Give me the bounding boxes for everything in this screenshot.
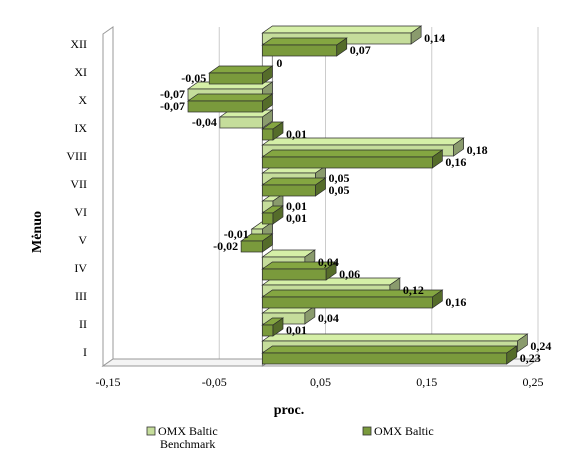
- data-label-omx-baltic-benchmark-vi: 0,01: [286, 211, 307, 225]
- bar-omx-baltic-benchmark-vii-top: [261, 177, 327, 186]
- legend: OMX Baltic OMX Baltic Benchmark: [146, 424, 434, 451]
- bar-omx-baltic-xii-side: [410, 25, 422, 45]
- data-labels: 0,240,230,040,010,120,160,040,06-0,01-0,…: [160, 31, 551, 365]
- bar-omx-baltic-benchmark-xi-top: [208, 65, 274, 74]
- data-label-omx-baltic-benchmark-v: -0,02: [213, 239, 238, 253]
- bar-omx-baltic-benchmark-xii: [262, 44, 338, 57]
- legend-swatch-omx-baltic-benchmark: [362, 426, 372, 436]
- x-tick-label-4: 0,25: [523, 375, 544, 389]
- bar-omx-baltic-benchmark-v-side: [262, 233, 273, 253]
- data-label-omx-baltic-v: -0,01: [224, 227, 249, 241]
- data-label-omx-baltic-benchmark-vii: 0,05: [329, 183, 350, 197]
- bar-omx-baltic-i-side: [517, 333, 528, 353]
- data-label-omx-baltic-benchmark-x: -0,07: [160, 99, 185, 113]
- data-label-omx-baltic-viii: 0,18: [467, 143, 488, 157]
- bar-omx-baltic-benchmark-x-top: [186, 93, 274, 102]
- x-tick-label-3: 0,15: [416, 375, 437, 389]
- bar-omx-baltic-benchmark-v: [240, 240, 263, 253]
- bar-omx-baltic-benchmark-viii: [262, 156, 433, 169]
- category-label-i: I: [83, 345, 87, 359]
- data-label-omx-baltic-benchmark-xi: -0,05: [181, 71, 206, 85]
- category-label-xi: XI: [74, 65, 87, 79]
- bar-omx-baltic-benchmark-x: [187, 100, 263, 113]
- bar-omx-baltic-benchmark-xi: [208, 72, 263, 85]
- legend-label-benchmark-line2: Benchmark: [160, 437, 215, 451]
- bars: [186, 25, 529, 365]
- bar-omx-baltic-benchmark-xii-side: [336, 37, 348, 57]
- data-label-omx-baltic-benchmark-i: 0,23: [520, 351, 541, 365]
- bar-omx-baltic-ix: [219, 116, 263, 129]
- bar-omx-baltic-benchmark-ii: [262, 324, 274, 337]
- bar-omx-baltic-benchmark-ix-side: [272, 121, 284, 141]
- data-label-omx-baltic-benchmark-ix: 0,01: [286, 127, 307, 141]
- category-label-iii: III: [75, 289, 87, 303]
- data-label-omx-baltic-ii: 0,04: [318, 311, 339, 325]
- data-label-omx-baltic-vi: 0,01: [286, 199, 307, 213]
- bar-omx-baltic-benchmark-iii: [262, 296, 433, 309]
- x-tick-label-1: -0,05: [202, 375, 227, 389]
- x-tick-label-0: -0,15: [96, 375, 121, 389]
- bar-omx-baltic-benchmark-i-top: [261, 345, 518, 354]
- bar-omx-baltic-benchmark-ix: [262, 128, 274, 141]
- bar-omx-baltic-benchmark-viii-side: [432, 149, 443, 169]
- data-label-omx-baltic-benchmark-viii: 0,16: [445, 155, 466, 169]
- extra-label-xi: 0: [276, 56, 282, 70]
- data-label-omx-baltic-x: -0,07: [160, 87, 185, 101]
- legend-label-omx-baltic-benchmark: OMX Baltic: [374, 424, 434, 438]
- bar-omx-baltic-benchmark-i-side: [506, 345, 518, 365]
- data-label-omx-baltic-xii: 0,14: [424, 31, 445, 45]
- bar-omx-baltic-xii-top: [261, 25, 423, 34]
- bar-omx-baltic-benchmark-iv: [262, 268, 327, 281]
- data-label-omx-baltic-benchmark-iv: 0,06: [339, 267, 360, 281]
- bar-omx-baltic-benchmark-viii-top: [261, 149, 444, 158]
- category-label-ix: IX: [74, 121, 87, 135]
- category-label-xii: XII: [70, 37, 87, 51]
- bar-omx-baltic-viii-side: [453, 137, 464, 157]
- x-axis-title: proc.: [274, 403, 304, 418]
- bar-omx-baltic-benchmark-i: [262, 352, 508, 365]
- bar-omx-baltic-benchmark-iii-side: [432, 289, 443, 309]
- data-label-omx-baltic-iii: 0,12: [403, 283, 424, 297]
- x-axis-ticks: -0,15 -0,05 0,05 0,15 0,25: [96, 375, 544, 389]
- bar-omx-baltic-ix-side: [262, 109, 273, 129]
- x-tick-label-2: 0,05: [310, 375, 331, 389]
- left-wall: [102, 26, 114, 367]
- category-label-vi: VI: [74, 205, 87, 219]
- bar-omx-baltic-benchmark-ii-side: [272, 317, 284, 337]
- data-label-omx-baltic-vii: 0,05: [329, 171, 350, 185]
- data-label-omx-baltic-benchmark-iii: 0,16: [445, 295, 466, 309]
- legend-label-omx-baltic: OMX Baltic: [158, 424, 218, 438]
- category-label-ii: II: [79, 317, 87, 331]
- bar-omx-baltic-benchmark-x-side: [262, 93, 273, 113]
- category-label-v: V: [78, 233, 87, 247]
- category-label-x: X: [78, 93, 87, 107]
- bar-omx-baltic-benchmark-xii-top: [261, 37, 348, 46]
- data-label-omx-baltic-ix: -0,04: [192, 115, 217, 129]
- bar-omx-baltic-benchmark-vii: [262, 184, 316, 197]
- legend-swatch-omx-baltic: [146, 426, 156, 436]
- bar-omx-baltic-benchmark-vii-side: [315, 177, 326, 197]
- data-label-omx-baltic-i: 0,24: [530, 339, 551, 353]
- bar-omx-baltic-benchmark-xi-side: [262, 65, 273, 85]
- category-label-iv: IV: [74, 261, 87, 275]
- data-label-omx-baltic-benchmark-xii: 0,07: [350, 43, 371, 57]
- category-label-vii: VII: [70, 177, 87, 191]
- data-label-omx-baltic-iv: 0,04: [318, 255, 339, 269]
- category-label-viii: VIII: [66, 149, 87, 163]
- bar-omx-baltic-benchmark-iv-side: [325, 261, 337, 281]
- y-axis-title: Mėnuo: [30, 211, 45, 253]
- data-label-omx-baltic-benchmark-ii: 0,01: [286, 323, 307, 337]
- bar-omx-baltic-benchmark-vi: [262, 212, 274, 225]
- bar-omx-baltic-benchmark-vi-side: [272, 205, 284, 225]
